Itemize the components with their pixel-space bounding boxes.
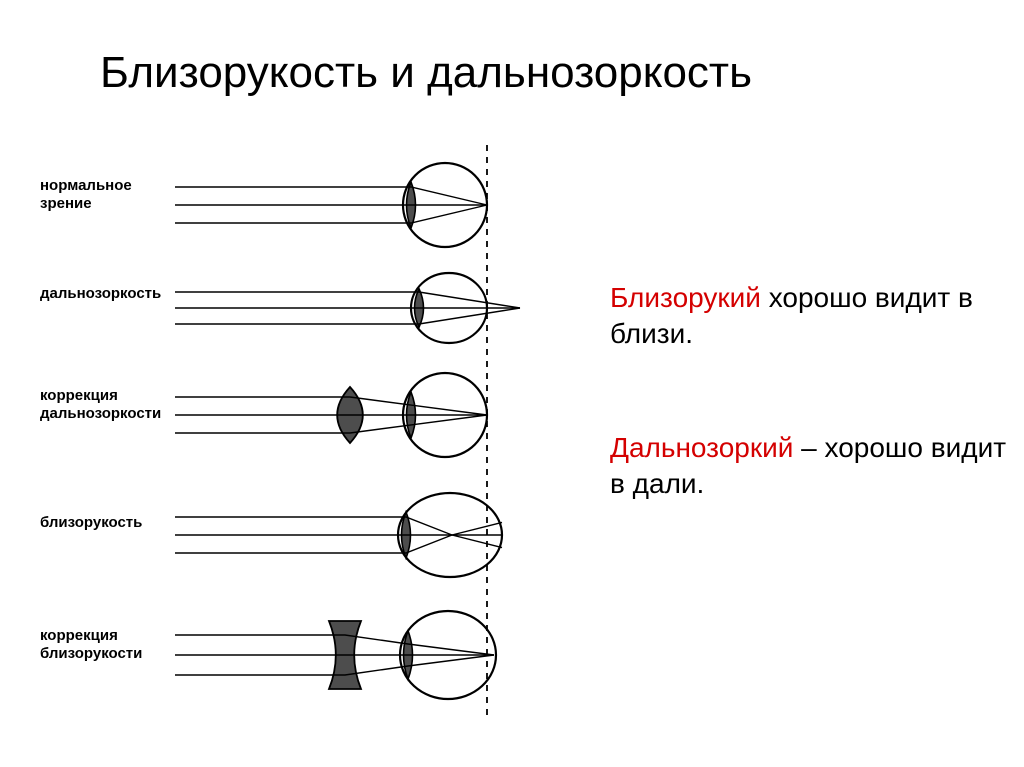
diagram-svg: нормальноезрениедальнозоркостькоррекцияд… xyxy=(0,140,620,720)
highlight-word: Дальнозоркий xyxy=(610,432,793,463)
svg-text:нормальное: нормальное xyxy=(40,177,132,194)
note-myopia: Близорукий хорошо видит в близи. xyxy=(610,280,1024,353)
note-hyperopia: Дальнозоркий – хорошо видит в дали. xyxy=(610,430,1024,503)
svg-text:близорукость: близорукость xyxy=(40,514,142,531)
svg-text:коррекция: коррекция xyxy=(40,387,118,404)
svg-text:дальнозоркости: дальнозоркости xyxy=(40,405,161,422)
highlight-word: Близорукий xyxy=(610,282,761,313)
svg-text:коррекция: коррекция xyxy=(40,627,118,644)
page-title: Близорукость и дальнозоркость xyxy=(100,48,752,98)
svg-text:близорукости: близорукости xyxy=(40,645,142,662)
svg-text:дальнозоркость: дальнозоркость xyxy=(40,285,161,302)
svg-text:зрение: зрение xyxy=(40,195,92,212)
eye-diagram: нормальноезрениедальнозоркостькоррекцияд… xyxy=(0,140,620,720)
